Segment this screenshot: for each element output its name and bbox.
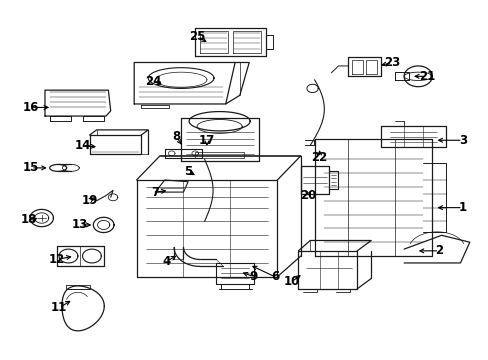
Text: 14: 14 — [74, 139, 91, 152]
Text: 8: 8 — [172, 130, 180, 143]
Text: 22: 22 — [311, 151, 327, 164]
Text: 7: 7 — [151, 186, 159, 199]
Text: 23: 23 — [384, 56, 400, 69]
Text: 4: 4 — [163, 255, 171, 268]
Text: 24: 24 — [144, 75, 161, 88]
Text: 13: 13 — [72, 219, 88, 231]
Text: 2: 2 — [434, 244, 443, 257]
Text: 9: 9 — [249, 270, 258, 283]
Text: 16: 16 — [22, 101, 39, 114]
Text: 17: 17 — [199, 134, 215, 147]
Text: 1: 1 — [458, 201, 466, 214]
Text: 6: 6 — [270, 270, 279, 283]
Text: 25: 25 — [189, 30, 205, 43]
Text: 18: 18 — [20, 213, 37, 226]
Text: 19: 19 — [81, 194, 98, 207]
Text: 15: 15 — [22, 161, 39, 174]
Text: 10: 10 — [283, 275, 299, 288]
Text: 11: 11 — [51, 301, 67, 314]
Text: 5: 5 — [183, 165, 192, 178]
Text: 21: 21 — [419, 70, 435, 83]
Text: 20: 20 — [299, 189, 315, 202]
Text: 3: 3 — [458, 134, 466, 147]
Text: 12: 12 — [48, 253, 65, 266]
